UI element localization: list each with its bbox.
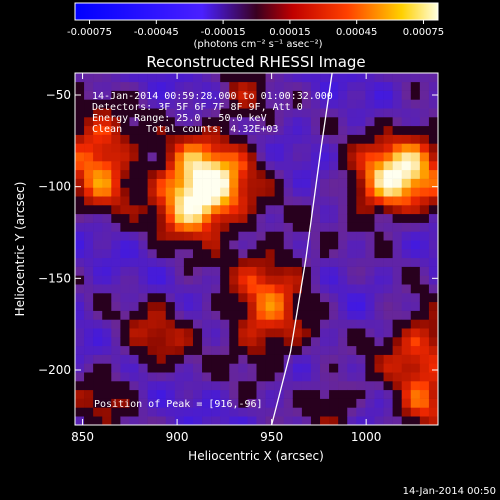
colorbar-tick-label: -0.00015 — [201, 27, 246, 38]
x-axis-title: Heliocentric X (arcsec) — [188, 449, 324, 463]
colorbar-units: (photons cm⁻² s⁻¹ asec⁻²) — [193, 39, 322, 50]
detectors-text: Detectors: 3F 5F 6F 7F 8F 9F, Att 0 — [92, 102, 303, 113]
colorbar-gradient — [74, 2, 439, 21]
peak-position-text: Position of Peak = [916,-96] — [94, 399, 263, 410]
solar-limb-curve — [270, 73, 333, 425]
colorbar-tick-label: -0.00045 — [134, 27, 179, 38]
x-tick-label: 1000 — [351, 430, 382, 444]
colorbar: -0.00075 -0.00045 -0.00015 0.00015 0.00045 0.… — [67, 2, 444, 50]
x-tick-label: 900 — [166, 430, 189, 444]
colorbar-tick-label: 0.00045 — [336, 27, 377, 38]
time-range-text: 14-Jan-2014 00:59:28.000 to 01:00:32.000 — [92, 91, 333, 102]
y-axis-title: Heliocentric Y (arcsec) — [13, 182, 27, 317]
y-tick-label: −100 — [38, 180, 71, 194]
plot-title: Reconstructed RHESSI Image — [146, 53, 365, 71]
heatmap-image — [75, 73, 438, 425]
total-counts-text: Total counts: 4.32E+03 — [146, 124, 278, 135]
x-tick-label: 850 — [71, 430, 94, 444]
colorbar-tick-label: 0.00075 — [403, 27, 444, 38]
y-tick-label: −50 — [46, 88, 71, 102]
colorbar-tick-label: 0.00015 — [269, 27, 310, 38]
algorithm-text: Clean — [92, 124, 122, 135]
energy-range-text: Energy Range: 25.0 - 50.0 keV — [92, 113, 267, 124]
y-tick-label: −200 — [38, 363, 71, 377]
y-tick-label: −150 — [38, 271, 71, 285]
plot-frame — [74, 72, 439, 426]
footer-timestamp: 14-Jan-2014 00:50 — [403, 486, 496, 497]
x-tick-label: 950 — [260, 430, 283, 444]
colorbar-tick-label: -0.00075 — [67, 27, 112, 38]
annotation-block: 14-Jan-2014 00:59:28.000 to 01:00:32.000… — [92, 91, 333, 410]
